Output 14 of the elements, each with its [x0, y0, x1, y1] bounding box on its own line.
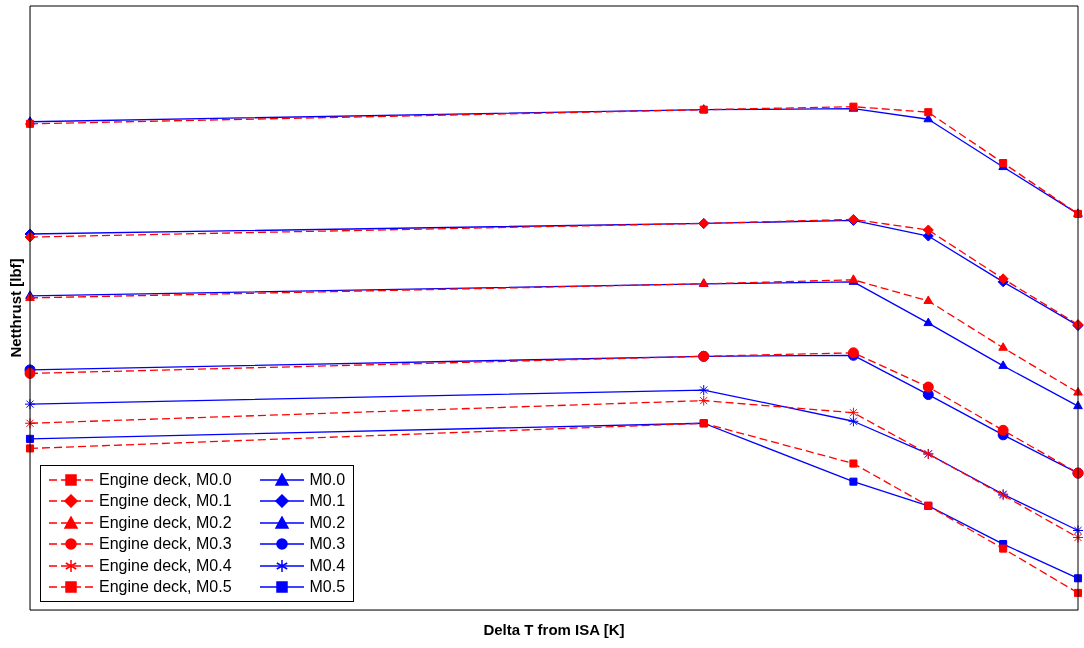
legend-label: Engine deck, M0.5	[99, 578, 232, 597]
legend-label: M0.0	[309, 470, 346, 489]
legend-label: Engine deck, M0.3	[99, 535, 232, 554]
legend-label: M0.1	[309, 492, 346, 511]
legend-label: Engine deck, M0.1	[99, 492, 232, 511]
legend-label: M0.3	[309, 535, 346, 554]
legend-label: M0.2	[309, 513, 346, 532]
x-axis-title: Delta T from ISA [K]	[483, 621, 625, 639]
legend-label: M0.5	[309, 578, 346, 597]
legend-label: Engine deck, M0.2	[99, 513, 232, 532]
legend-label: Engine deck, M0.4	[99, 556, 232, 575]
legend-label: Engine deck, M0.0	[99, 470, 232, 489]
legend-label: M0.4	[309, 556, 346, 575]
y-axis-title: Netthrust [lbf]	[7, 258, 25, 358]
